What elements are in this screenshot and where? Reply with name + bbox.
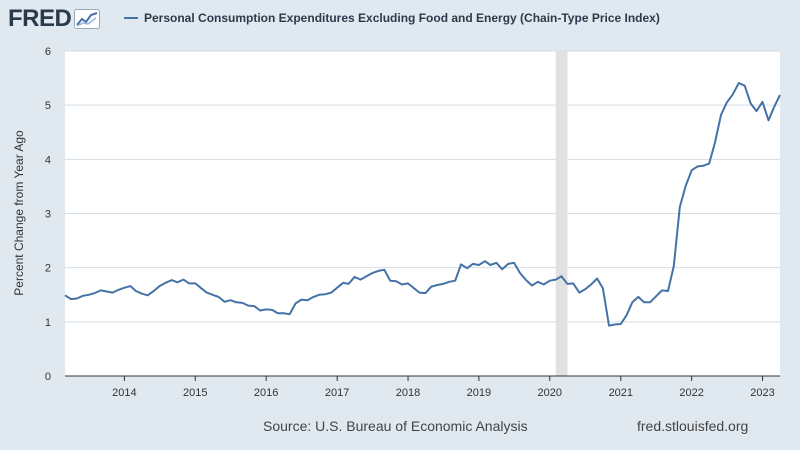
legend: Personal Consumption Expenditures Exclud… bbox=[124, 11, 660, 25]
x-tick-label: 2014 bbox=[112, 387, 136, 399]
legend-label: Personal Consumption Expenditures Exclud… bbox=[144, 11, 660, 25]
fred-logo[interactable]: FRED bbox=[8, 5, 101, 32]
y-tick-label: 4 bbox=[45, 154, 51, 166]
x-tick-label: 2016 bbox=[254, 387, 278, 399]
x-tick-label: 2015 bbox=[183, 387, 207, 399]
y-tick-label: 6 bbox=[45, 46, 51, 58]
source-text: Source: U.S. Bureau of Economic Analysis bbox=[263, 418, 528, 434]
legend-swatch bbox=[124, 17, 138, 19]
y-tick-label: 3 bbox=[45, 209, 51, 221]
x-tick-label: 2019 bbox=[467, 387, 491, 399]
x-tick-label: 2018 bbox=[396, 387, 420, 399]
series-line bbox=[64, 82, 781, 327]
y-tick-label: 5 bbox=[45, 100, 51, 112]
y-tick-label: 1 bbox=[45, 317, 51, 329]
source-url[interactable]: fred.stlouisfed.org bbox=[637, 418, 749, 434]
x-tick-label: 2020 bbox=[538, 387, 562, 399]
recession-shading bbox=[555, 51, 568, 376]
logo-text: FRED bbox=[8, 5, 72, 32]
chart-header: FRED Personal Consumption Expenditures E… bbox=[0, 0, 800, 38]
x-tick-label: 2021 bbox=[609, 387, 633, 399]
x-tick-label: 2017 bbox=[325, 387, 349, 399]
y-tick-label: 0 bbox=[45, 371, 51, 383]
x-tick-label: 2022 bbox=[679, 387, 703, 399]
x-tick-label: 2023 bbox=[750, 387, 774, 399]
y-tick-label: 2 bbox=[45, 263, 51, 275]
line-graph-icon bbox=[74, 9, 101, 29]
